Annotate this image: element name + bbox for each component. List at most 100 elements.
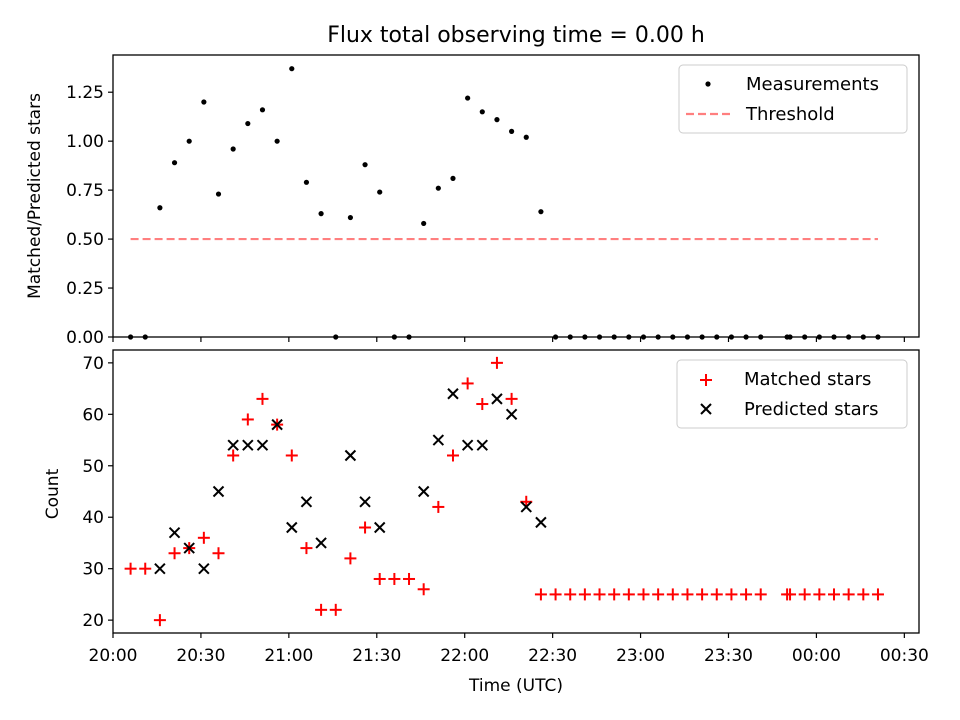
matched-star-point [256, 392, 269, 405]
bottom-plot-frame [112, 349, 920, 634]
bottom-plot-xlabel: Time (UTC) [468, 676, 563, 696]
bottom-xtick-label: 00:30 [880, 646, 929, 666]
matched-star-point [798, 588, 811, 601]
predicted-star-point [432, 434, 445, 446]
bottom-xtick-label: 20:00 [89, 646, 138, 666]
matched-star-point [446, 449, 459, 462]
measurement-point [435, 185, 441, 191]
predicted-star-point [242, 439, 254, 451]
bottom-xtick-label: 21:30 [352, 646, 401, 666]
measurement-point [465, 95, 471, 101]
matched-star-point [300, 542, 313, 555]
predicted-star-point [535, 516, 547, 529]
bottom-legend-predicted-marker [700, 403, 712, 415]
top-ytick-label: 0.50 [66, 230, 104, 250]
measurement-point [362, 162, 368, 168]
matched-star-point [417, 583, 430, 596]
predicted-star-point [183, 542, 195, 554]
bottom-ytick-label: 20 [82, 611, 104, 631]
matched-star-point [476, 398, 489, 411]
matched-star-point [373, 572, 386, 585]
bottom-ytick-label: 60 [82, 405, 104, 425]
matched-star-point [344, 552, 357, 565]
matched-star-point [652, 588, 665, 601]
top-legend-measurements-label: Measurements [746, 74, 879, 95]
matched-star-point [227, 449, 240, 462]
matched-star-point [168, 547, 181, 560]
top-plot-title: Flux total observing time = 0.00 h [327, 23, 705, 48]
matched-star-point [740, 588, 753, 601]
matched-star-point [490, 356, 503, 369]
matched-star-point [549, 588, 562, 601]
matched-star-point [241, 413, 254, 426]
measurement-point [509, 128, 515, 134]
predicted-star-point [374, 521, 386, 534]
bottom-xtick-label: 22:30 [528, 646, 577, 666]
predicted-star-point [461, 439, 474, 451]
measurement-point [289, 66, 295, 72]
matched-star-point [432, 500, 445, 513]
matched-star-point [784, 588, 797, 601]
top-legend-threshold-label: Threshold [745, 104, 835, 125]
predicted-star-point [256, 439, 269, 451]
bottom-legend-matched-label: Matched stars [744, 369, 871, 390]
predicted-star-point [271, 418, 283, 431]
matched-star-point [315, 603, 328, 616]
predicted-star-point [505, 408, 518, 421]
matched-star-point [681, 588, 694, 601]
matched-star-point [329, 603, 342, 616]
measurement-point [303, 179, 310, 185]
bottom-xtick-label: 23:00 [616, 646, 665, 666]
measurement-point [230, 146, 236, 152]
bottom-xtick-label: 22:00 [440, 646, 489, 666]
matched-star-point [403, 572, 416, 585]
matched-star-point [359, 521, 372, 534]
predicted-star-point [344, 449, 357, 462]
matched-star-point [871, 588, 884, 601]
matched-star-point [842, 588, 855, 601]
bottom-ytick-label: 30 [82, 560, 104, 580]
matched-star-point [578, 588, 591, 601]
bottom-plot-marks: 20 30 40 50 60 70 20:00 20:30 21:00 21:30 22:00 22:… [82, 354, 928, 666]
matched-star-point [754, 588, 767, 601]
matched-star-point [139, 562, 152, 575]
matched-star-point [637, 588, 650, 601]
matched-star-point [388, 572, 401, 585]
predicted-star-point [300, 496, 313, 508]
matched-star-point [622, 588, 635, 601]
top-ytick-label: 0.00 [66, 328, 104, 348]
matched-star-point [813, 588, 826, 601]
bottom-plot-legend: Matched stars Predicted stars [676, 359, 908, 429]
measurement-point [347, 214, 354, 221]
matched-star-point [153, 614, 166, 627]
top-ytick-label: 0.75 [66, 181, 104, 201]
bottom-legend-matched-marker [700, 374, 712, 386]
matched-star-point [696, 588, 709, 601]
matched-star-point [710, 588, 723, 601]
measurement-point [421, 220, 427, 227]
predicted-star-point [227, 439, 239, 451]
measurement-point [274, 138, 280, 144]
predicted-star-point [198, 562, 210, 575]
bottom-ytick-label: 40 [82, 508, 104, 528]
bottom-xtick-label: 21:00 [264, 646, 313, 666]
measurement-point [523, 134, 529, 140]
matched-star-point [124, 562, 137, 575]
measurement-point [245, 120, 251, 127]
predicted-star-point [315, 537, 327, 549]
matched-star-point [461, 377, 474, 390]
top-legend-box [678, 64, 908, 134]
matched-star-point [608, 588, 621, 601]
bottom-ytick-label: 70 [82, 354, 104, 374]
predicted-star-point [491, 393, 503, 405]
bottom-ytick-label: 50 [82, 457, 104, 477]
measurement-point [171, 160, 178, 166]
bottom-legend-box [676, 359, 908, 429]
matched-star-point [505, 392, 518, 405]
measurement-point [479, 109, 485, 115]
top-plot: Flux total observing time = 0.00 h Match… [25, 23, 920, 348]
top-ytick-label: 1.00 [66, 132, 104, 152]
matched-star-point [666, 588, 679, 601]
top-plot-ylabel: Matched/Predicted stars [25, 93, 45, 299]
